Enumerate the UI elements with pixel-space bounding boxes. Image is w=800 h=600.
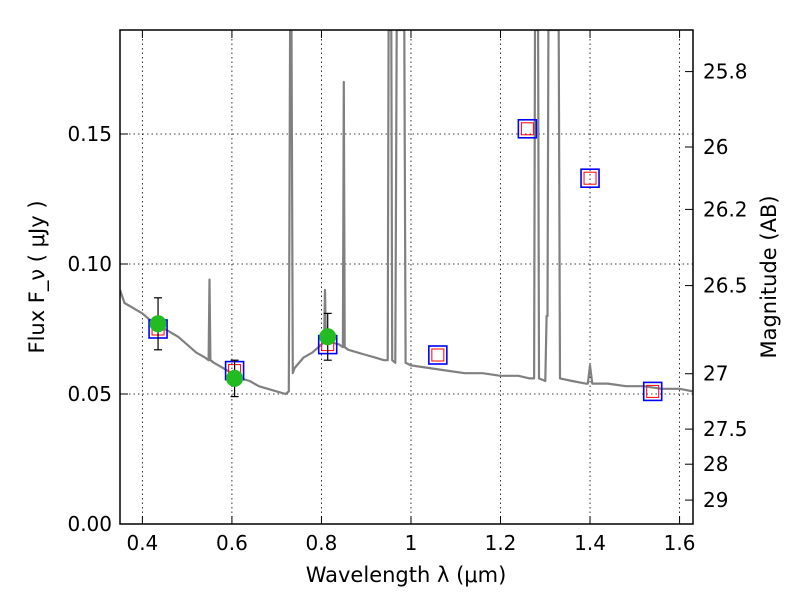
y-tick-label: 0.15 — [67, 122, 112, 146]
model-photometry-box — [580, 168, 600, 188]
x-tick-label: 1.6 — [664, 531, 696, 555]
series-layer — [120, 30, 693, 402]
spectrum-line — [120, 30, 693, 396]
observed-point — [149, 315, 167, 333]
y-tick-label: 0.00 — [67, 512, 112, 536]
x-tick-label: 1.4 — [574, 531, 606, 555]
mag-tick-label: 26 — [703, 135, 728, 159]
mag-tick-label: 29 — [703, 488, 728, 512]
x-tick-label: 0.8 — [306, 531, 338, 555]
mag-tick-label: 28 — [703, 452, 728, 476]
observed-point — [226, 369, 244, 387]
tick-layer: 0.4 0.6 0.8 1 1.2 1.4 1.6 0.00 0.05 0.10 0.15 25.8 2… — [67, 30, 748, 555]
observed-point — [319, 328, 337, 346]
model-photometry-inner — [431, 348, 445, 362]
model-photometry-box — [642, 381, 663, 402]
mag-tick-label: 26.5 — [703, 274, 748, 298]
x-tick-label: 0.6 — [216, 531, 248, 555]
x-tick-label: 1 — [405, 531, 418, 555]
mag-tick-label: 27 — [703, 362, 728, 386]
mag-tick-label: 25.8 — [703, 60, 748, 84]
model-photometry-inner — [646, 384, 660, 398]
x-axis-label: Wavelength λ (μm) — [306, 563, 507, 587]
grid-lines — [120, 30, 693, 525]
x-tick-label: 0.4 — [126, 531, 158, 555]
y-axis-label: Flux F_ν ( μJy ) — [25, 200, 50, 353]
y-tick-label: 0.05 — [67, 382, 112, 406]
y-tick-label: 0.10 — [67, 252, 112, 276]
model-photometry-box — [428, 345, 448, 365]
model-photometry-inner — [520, 122, 534, 136]
x-tick-label: 1.2 — [485, 531, 517, 555]
mag-tick-label: 26.2 — [703, 197, 748, 221]
model-photometry-inner — [583, 171, 597, 185]
mag-tick-label: 27.5 — [703, 417, 748, 441]
plot-frame — [119, 29, 694, 525]
model-photometry-box — [517, 119, 538, 139]
y-axis-right-label: Magnitude (AB) — [757, 195, 781, 358]
